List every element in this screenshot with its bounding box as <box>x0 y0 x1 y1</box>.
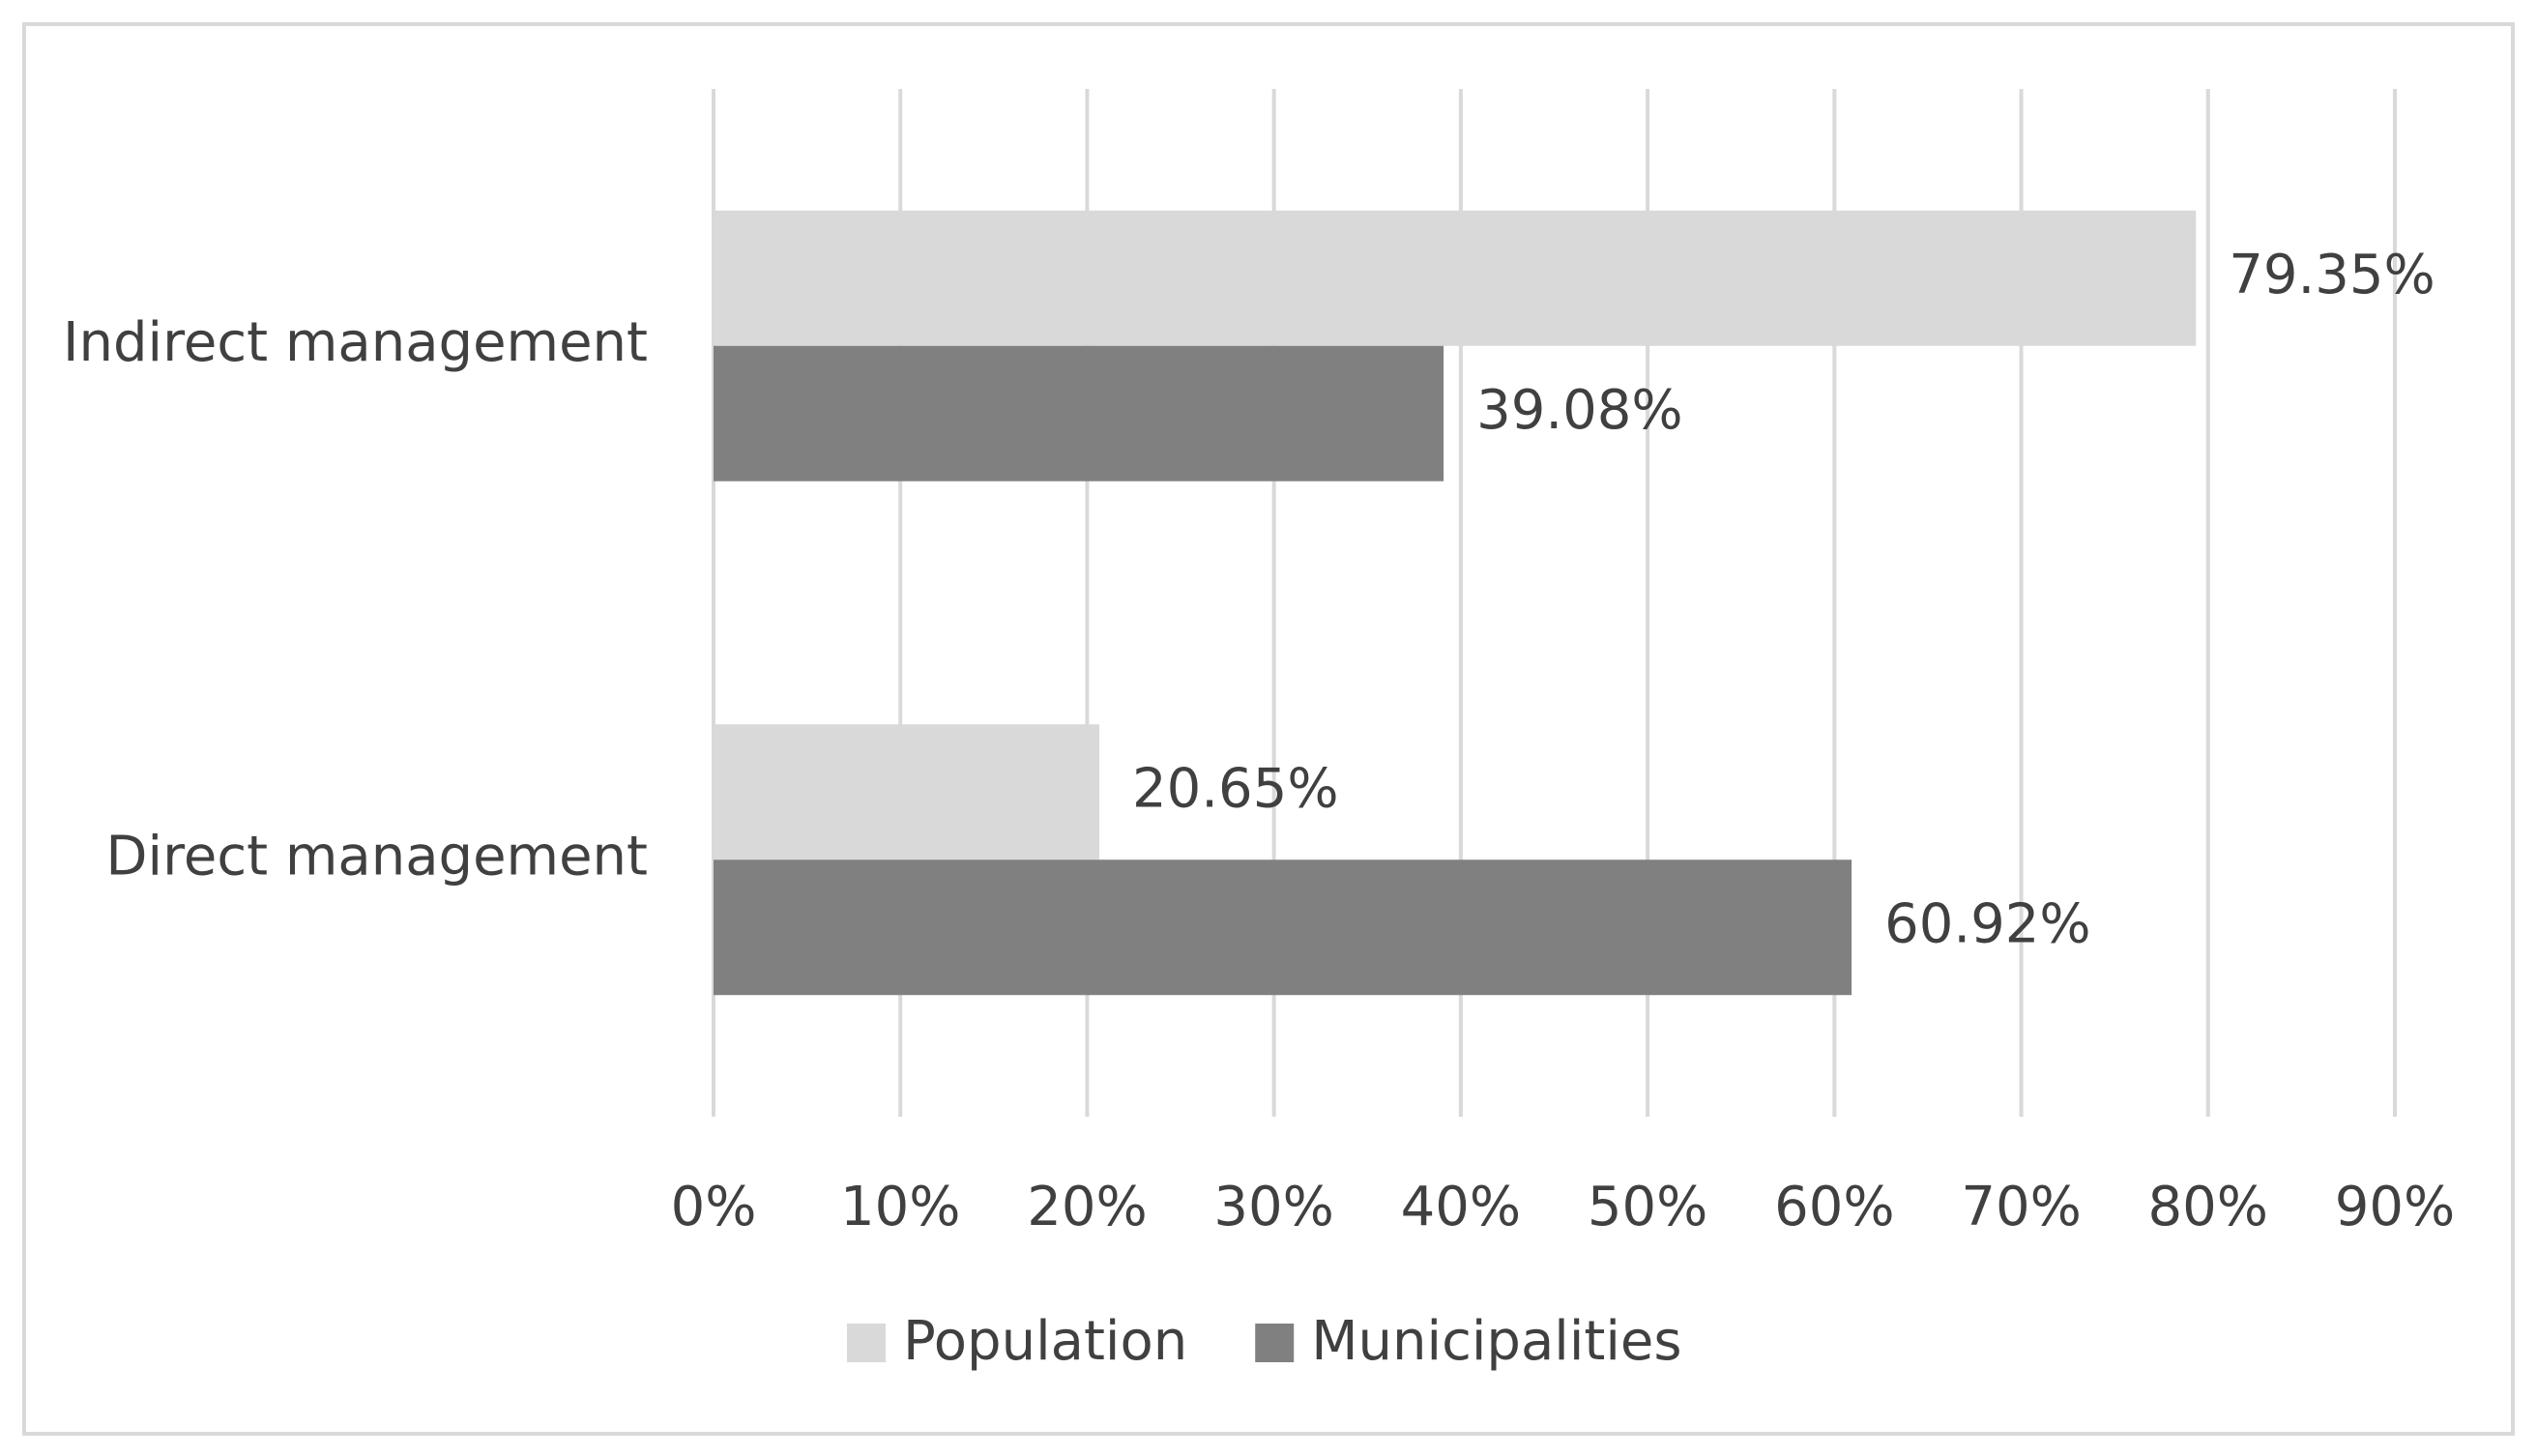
x-tick-label: 60% <box>1774 1176 1894 1238</box>
data-label: 60.92% <box>1884 892 2091 955</box>
y-tick-label: Indirect management <box>63 311 648 374</box>
legend-label: Population <box>903 1310 1187 1373</box>
bar <box>714 859 1852 996</box>
x-tick-label: 70% <box>1961 1176 2081 1238</box>
x-tick-label: 90% <box>2335 1176 2455 1238</box>
bar <box>714 345 1444 481</box>
data-label: 20.65% <box>1132 757 1339 820</box>
x-tick-label: 50% <box>1588 1176 1707 1238</box>
y-tick-label: Direct management <box>105 825 648 888</box>
legend-swatch <box>847 1324 886 1362</box>
data-label: 39.08% <box>1476 379 1683 442</box>
legend-swatch <box>1255 1324 1295 1362</box>
x-tick-label: 10% <box>840 1176 960 1238</box>
bar <box>714 210 2197 346</box>
bar <box>714 724 1100 860</box>
legend-label: Municipalities <box>1311 1310 1681 1373</box>
x-tick-label: 80% <box>2148 1176 2268 1238</box>
data-label: 79.35% <box>2229 244 2435 306</box>
x-tick-label: 0% <box>671 1176 757 1238</box>
x-tick-label: 30% <box>1213 1176 1333 1238</box>
x-tick-label: 40% <box>1401 1176 1521 1238</box>
x-tick-label: 20% <box>1027 1176 1147 1238</box>
